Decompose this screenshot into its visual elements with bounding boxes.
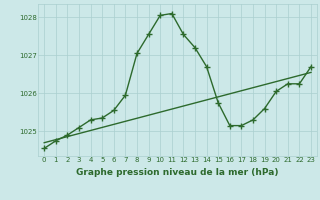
X-axis label: Graphe pression niveau de la mer (hPa): Graphe pression niveau de la mer (hPa)	[76, 168, 279, 177]
